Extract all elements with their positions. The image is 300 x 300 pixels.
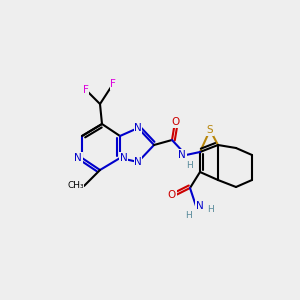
Text: O: O xyxy=(171,117,179,127)
Text: N: N xyxy=(196,201,204,211)
Text: N: N xyxy=(74,153,82,163)
Text: N: N xyxy=(134,123,142,133)
Text: O: O xyxy=(168,190,176,200)
Text: F: F xyxy=(83,85,89,95)
Text: CH₃: CH₃ xyxy=(68,182,84,190)
Text: S: S xyxy=(207,125,213,135)
Text: F: F xyxy=(110,79,116,89)
Text: N: N xyxy=(178,150,186,160)
Text: H: H xyxy=(186,161,193,170)
Text: N: N xyxy=(120,153,128,163)
Text: H: H xyxy=(207,206,213,214)
Text: N: N xyxy=(134,157,142,167)
Text: H: H xyxy=(184,212,191,220)
